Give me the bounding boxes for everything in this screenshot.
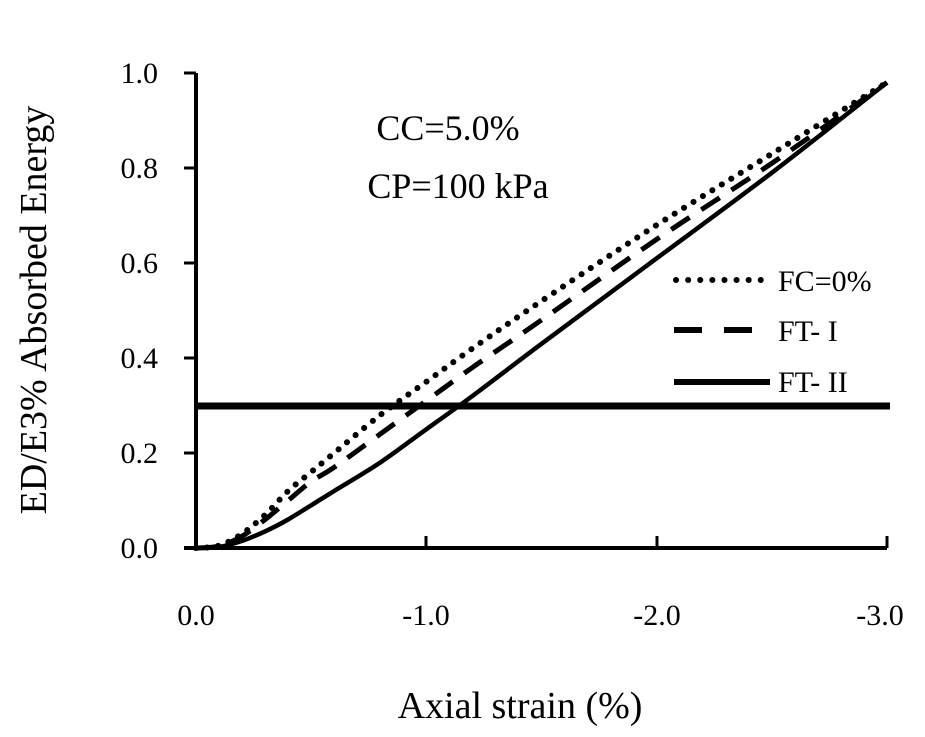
y-tick-4: 0.8 bbox=[121, 152, 159, 185]
y-axis-title: ED/E3% Absorbed Energy bbox=[13, 106, 55, 515]
series-ft-i bbox=[195, 80, 889, 551]
y-tick-labels: 0.0 0.2 0.4 0.6 0.8 1.0 bbox=[121, 57, 159, 565]
y-tick-5: 1.0 bbox=[121, 57, 159, 90]
x-tick-0: 0.0 bbox=[177, 599, 215, 632]
x-tick-1: -1.0 bbox=[402, 599, 450, 632]
legend: FC=0% FT- I FT- II bbox=[673, 265, 872, 399]
series-ft-ii bbox=[195, 80, 889, 551]
x-tick-labels: 0.0 -1.0 -2.0 -3.0 bbox=[177, 599, 904, 632]
x-tick-2: -2.0 bbox=[633, 599, 681, 632]
y-tick-0: 0.0 bbox=[121, 532, 159, 565]
annotation-cc: CC=5.0% bbox=[376, 108, 519, 148]
y-tick-2: 0.4 bbox=[121, 342, 159, 375]
legend-label-ft-i: FT- I bbox=[778, 315, 838, 348]
y-tick-1: 0.2 bbox=[121, 437, 159, 470]
x-axis bbox=[184, 536, 889, 550]
series-fc-0 bbox=[193, 79, 890, 551]
legend-label-ft-ii: FT- II bbox=[778, 366, 848, 399]
legend-label-fc-0: FC=0% bbox=[778, 265, 872, 298]
y-axis bbox=[184, 71, 198, 550]
x-axis-title: Axial strain (%) bbox=[398, 685, 643, 727]
y-tick-3: 0.6 bbox=[121, 247, 159, 280]
x-tick-3: -3.0 bbox=[856, 599, 904, 632]
annotation-cp: CP=100 kPa bbox=[367, 166, 548, 206]
